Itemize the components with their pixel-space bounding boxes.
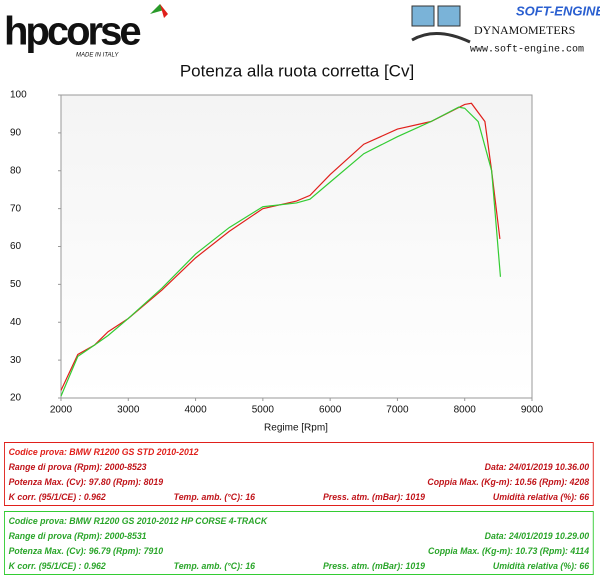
chart-title: Potenza alla ruota corretta [Cv]: [180, 61, 414, 80]
test-field: Umidità relativa (%): 66: [492, 492, 590, 503]
test-field: Coppia Max. (Kg-m): 10.56 (Rpm): 4208: [427, 477, 590, 488]
test-row: K corr. (95/1/CE) : 0.962 Temp. amb. (°C)…: [9, 490, 590, 505]
test-field: Temp. amb. (°C): 16: [173, 561, 256, 572]
test-box: Codice prova: BMW R1200 GS STD 2010-2012…: [4, 442, 594, 506]
dyno-sub: DYNAMOMETERS: [474, 23, 575, 37]
brand-logo: hpcorse: [4, 10, 140, 54]
test-field: Press. atm. (mBar): 1019: [322, 492, 425, 503]
test-row: Range di prova (Rpm): 2000-8523 Data: 24/…: [9, 460, 590, 475]
x-tick-label: 5000: [252, 405, 275, 416]
y-tick-label: 90: [10, 128, 22, 139]
y-tick-label: 30: [10, 355, 22, 366]
test-field: Range di prova (Rpm): 2000-8523: [8, 462, 147, 473]
brand-note: MADE IN ITALY: [76, 53, 119, 59]
x-tick-label: 6000: [319, 405, 342, 416]
test-field: Press. atm. (mBar): 1019: [322, 561, 425, 572]
x-tick-label: 7000: [386, 405, 409, 416]
power-line: [60, 106, 502, 397]
plot-frame: [60, 94, 533, 399]
x-tick-label: 9000: [521, 405, 544, 416]
test-row: Potenza Max. (Cv): 97.80 (Rpm): 8019 Copp…: [9, 475, 590, 490]
test-box: Codice prova: BMW R1200 GS 2010-2012 HP …: [4, 511, 594, 575]
x-tick-label: 3000: [117, 405, 140, 416]
logo-flag: [150, 4, 164, 14]
test-field: Umidità relativa (%): 66: [492, 561, 590, 572]
test-field: Codice prova: BMW R1200 GS 2010-2012 HP …: [8, 516, 268, 527]
test-row: Range di prova (Rpm): 2000-8531 Data: 24/…: [9, 529, 590, 544]
test-row: Potenza Max. (Cv): 96.79 (Rpm): 7910 Copp…: [9, 544, 590, 559]
dyno-brand: SOFT-ENGINE: [516, 3, 600, 18]
test-field: K corr. (95/1/CE) : 0.962: [8, 492, 106, 503]
x-tick-label: 2000: [50, 405, 73, 416]
test-field: Codice prova: BMW R1200 GS STD 2010-2012: [8, 447, 199, 458]
x-tick-label: 8000: [454, 405, 477, 416]
engine-icon: [411, 5, 471, 44]
test-row: Codice prova: BMW R1200 GS 2010-2012 HP …: [9, 514, 590, 529]
y-tick-label: 20: [10, 393, 22, 404]
test-field: Potenza Max. (Cv): 97.80 (Rpm): 8019: [8, 477, 164, 488]
test-field: Range di prova (Rpm): 2000-8531: [8, 531, 147, 542]
logo-flag: [160, 4, 168, 18]
test-field: Data: 24/01/2019 10.36.00: [484, 462, 590, 473]
y-tick-label: 80: [10, 165, 22, 176]
y-tick-label: 50: [10, 279, 22, 290]
test-field: Temp. amb. (°C): 16: [173, 492, 256, 503]
chart: hpcorse MADE IN ITALY SOFT-ENGINE DYNAMO…: [4, 3, 600, 434]
x-axis-label: Regime [Rpm]: [264, 423, 328, 434]
test-row: Codice prova: BMW R1200 GS STD 2010-2012: [9, 445, 590, 460]
test-field: Potenza Max. (Cv): 96.79 (Rpm): 7910: [8, 546, 164, 557]
y-tick-label: 70: [10, 203, 22, 214]
x-tick-label: 4000: [184, 405, 207, 416]
y-tick-label: 40: [10, 317, 22, 328]
power-line: [60, 102, 501, 391]
test-field: Coppia Max. (Kg-m): 10.73 (Rpm): 4114: [428, 546, 590, 557]
dyno-url: www.soft-engine.com: [470, 44, 584, 56]
test-field: K corr. (95/1/CE) : 0.962: [8, 561, 106, 572]
test-field: Data: 24/01/2019 10.29.00: [484, 531, 590, 542]
test-row: K corr. (95/1/CE) : 0.962 Temp. amb. (°C)…: [9, 559, 590, 574]
y-tick-label: 60: [10, 241, 22, 252]
y-tick-label: 100: [10, 90, 27, 101]
